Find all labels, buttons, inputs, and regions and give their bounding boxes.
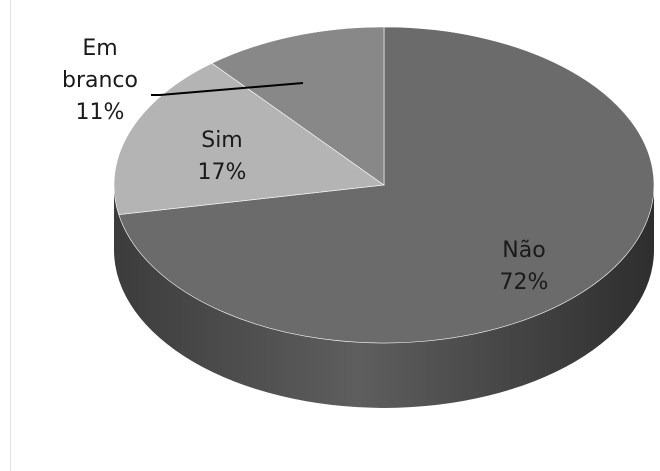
data-label-nao: Não 72% bbox=[500, 238, 549, 295]
data-label-em-branco: Em branco 11% bbox=[62, 36, 138, 125]
data-label-sim: Sim 17% bbox=[198, 128, 247, 185]
pie-slices bbox=[113, 26, 655, 344]
leader-line-em-branco bbox=[151, 82, 304, 96]
pie-labels: Não 72% Sim 17% Em branco 11% bbox=[62, 36, 548, 295]
chart-frame-edge bbox=[10, 0, 11, 471]
pie-slice-em-branco bbox=[211, 26, 385, 186]
pie-slice-sim bbox=[113, 62, 385, 215]
pie-depth bbox=[114, 185, 654, 408]
pie-slice-nao bbox=[118, 26, 655, 344]
pie-side-wall bbox=[114, 185, 654, 408]
